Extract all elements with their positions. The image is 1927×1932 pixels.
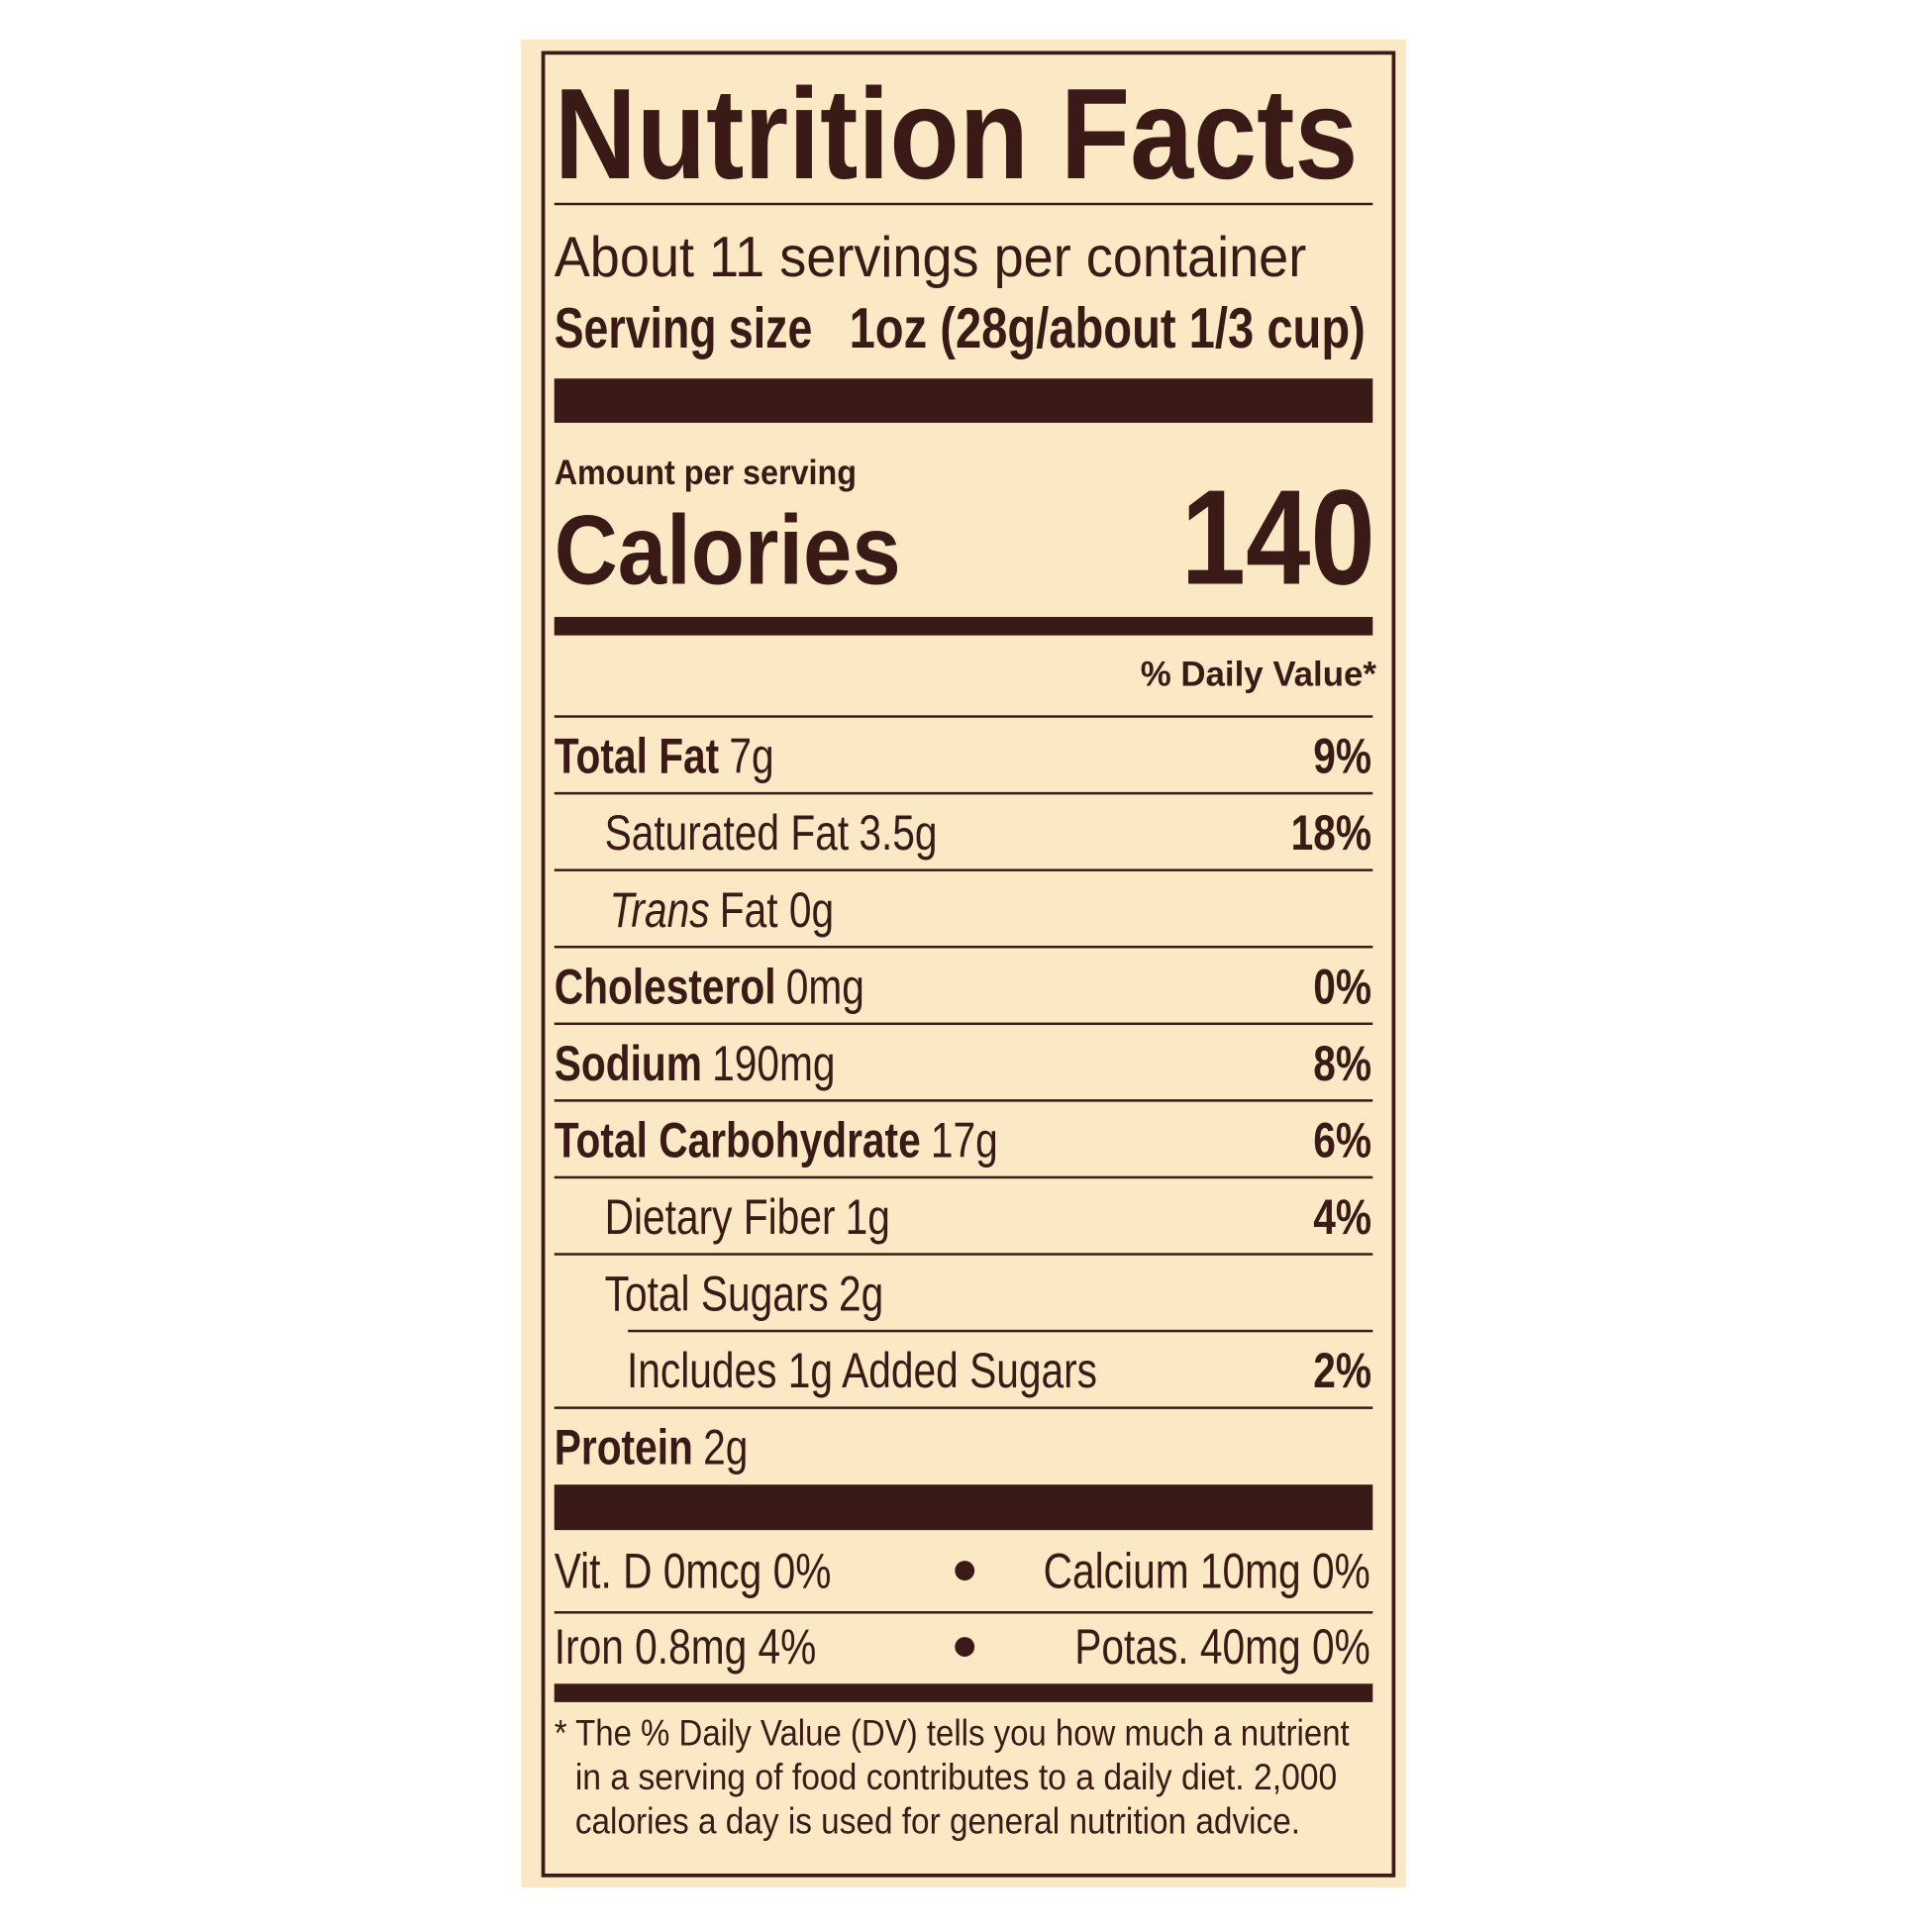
vitamin-left: Iron 0.8mg 4% <box>555 1619 817 1675</box>
bullet <box>955 1637 975 1657</box>
nutrient-amount: 3.5g <box>859 805 937 861</box>
rule <box>554 946 1373 949</box>
nutrient-row: Total Fat 7g <box>555 729 774 784</box>
vitamin-right: Calcium 10mg 0% <box>1044 1544 1370 1599</box>
nutrient-row: Total Sugars 2g <box>605 1267 884 1322</box>
footnote-line: in a serving of food contributes to a da… <box>575 1756 1337 1797</box>
rule <box>554 1406 1373 1409</box>
thick-bar <box>554 1484 1373 1531</box>
nutrient-amount: 2g <box>839 1267 883 1322</box>
footnote-line: * The % Daily Value (DV) tells you how m… <box>555 1711 1351 1753</box>
medium-bar <box>554 1683 1373 1702</box>
nutrient-amount: 17g <box>931 1113 998 1169</box>
nutrient-name: Dietary Fiber <box>605 1189 836 1245</box>
nutrient-name: Total Carbohydrate <box>555 1113 921 1169</box>
nutrient-row: Cholesterol 0mg <box>555 959 864 1014</box>
title: Nutrition Facts <box>555 61 1359 206</box>
nutrient-row: Sodium 190mg <box>555 1036 836 1091</box>
nutrient-row: Protein 2g <box>555 1420 749 1475</box>
nutrient-amount: 1g <box>846 1189 890 1245</box>
nutrient-name: Includes 1g Added Sugars <box>627 1343 1097 1398</box>
nutrient-amount: Fat 0g <box>720 882 834 938</box>
nutrient-row: Includes 1g Added Sugars <box>627 1343 1097 1398</box>
nutrient-amount: 7g <box>729 729 773 784</box>
nutrient-row: Saturated Fat 3.5g <box>605 805 938 861</box>
rule <box>554 202 1373 206</box>
rule <box>554 1175 1373 1179</box>
nutrient-row: Total Carbohydrate 17g <box>555 1113 998 1169</box>
daily-value: 9% <box>1313 729 1371 784</box>
bullet <box>955 1561 975 1581</box>
nutrient-amount: 0mg <box>786 959 864 1014</box>
vitamin-left: Vit. D 0mcg 0% <box>555 1544 832 1599</box>
servings: About 11 servings per container <box>555 226 1307 289</box>
nutrient-name: Total Sugars <box>605 1267 829 1322</box>
nutrient-row: Dietary Fiber 1g <box>605 1189 890 1245</box>
rule <box>554 791 1373 795</box>
rule <box>554 1611 1373 1614</box>
rule <box>554 868 1373 871</box>
daily-value: 0% <box>1313 959 1371 1014</box>
daily-value: 6% <box>1313 1113 1371 1169</box>
daily-value: 18% <box>1291 805 1371 861</box>
rule <box>554 1022 1373 1026</box>
serving-size-label: Serving size <box>555 297 813 360</box>
medium-bar <box>554 617 1373 636</box>
footnote-line: calories a day is used for general nutri… <box>575 1800 1300 1842</box>
rule <box>554 1099 1373 1102</box>
rule <box>554 1253 1373 1256</box>
serving-size-value: 1oz (28g/about 1/3 cup) <box>850 297 1366 360</box>
daily-value-header: % Daily Value* <box>1141 657 1377 694</box>
nutrient-row: Trans Fat 0g <box>610 882 835 938</box>
rule <box>628 1329 1373 1333</box>
nutrient-amount: 190mg <box>712 1036 835 1091</box>
calories-label: Calories <box>555 496 901 606</box>
nutrient-amount: 2g <box>703 1420 748 1475</box>
label-border <box>541 51 1396 1878</box>
rule <box>554 715 1373 718</box>
nutrient-name: Protein <box>555 1420 693 1475</box>
nutrient-name: Sodium <box>555 1036 702 1091</box>
daily-value: 2% <box>1313 1343 1371 1398</box>
thick-bar <box>554 378 1373 423</box>
amount-per-serving: Amount per serving <box>555 455 857 492</box>
nutrient-name: Trans <box>610 882 710 938</box>
nutrient-name: Saturated Fat <box>605 805 850 861</box>
daily-value: 8% <box>1313 1036 1371 1091</box>
nutrient-name: Cholesterol <box>555 959 776 1014</box>
calories-value: 140 <box>1181 461 1375 613</box>
vitamin-right: Potas. 40mg 0% <box>1074 1619 1370 1675</box>
nutrient-name: Total Fat <box>555 729 720 784</box>
daily-value: 4% <box>1313 1189 1371 1245</box>
